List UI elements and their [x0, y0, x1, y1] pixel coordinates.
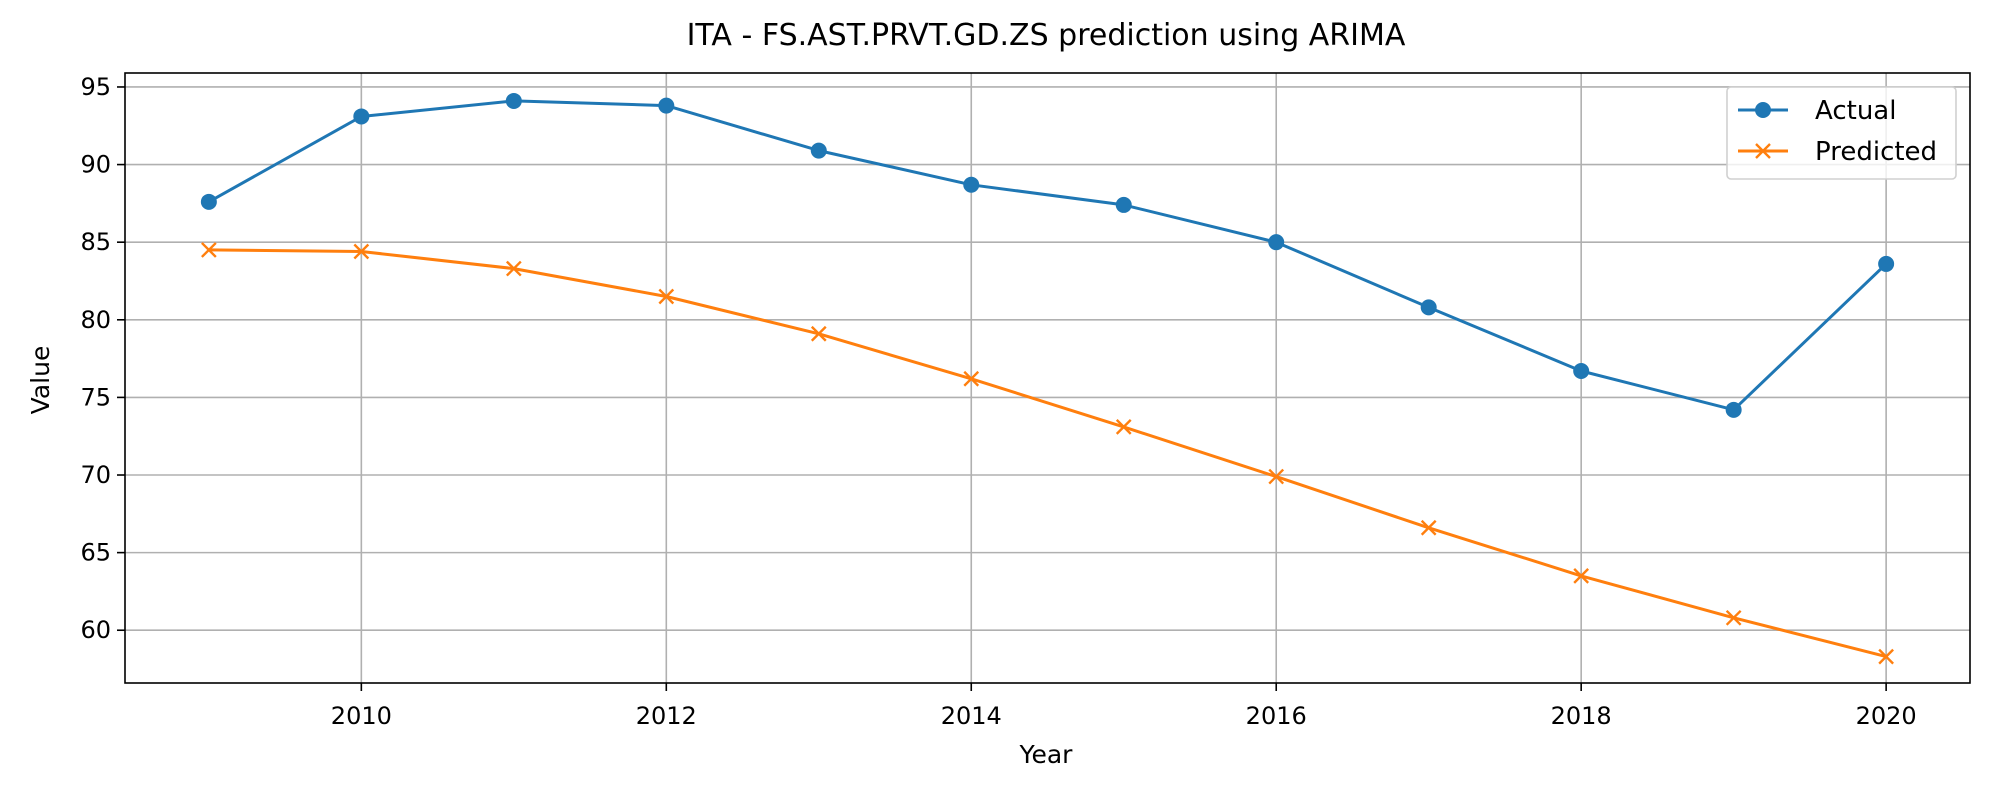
legend: Actual Predicted [1726, 86, 1957, 180]
y-axis-label: Value [26, 346, 55, 415]
data-point-predicted [1420, 519, 1437, 536]
series-layer [200, 92, 1895, 665]
legend-label-actual: Actual [1815, 96, 1896, 126]
data-point-predicted [963, 370, 980, 387]
axis-ticks: 2010 2012 2014 2016 2018 2020 60 65 70 75 80 85 90 95 [80, 73, 1916, 730]
grid-layer [125, 73, 1970, 683]
data-point-actual [1268, 234, 1285, 251]
data-point-predicted [658, 288, 675, 305]
data-point-predicted [1573, 568, 1590, 584]
legend-marker-actual [1755, 102, 1771, 118]
data-point-predicted [1115, 419, 1132, 435]
legend-marker-predicted [1755, 143, 1771, 159]
y-tick-label: 95 [80, 73, 111, 101]
x-axis-label: Year [1019, 740, 1074, 769]
y-tick-label: 60 [80, 616, 111, 644]
legend-label-predicted: Predicted [1815, 137, 1937, 167]
data-point-actual [1878, 255, 1895, 272]
y-tick-label: 70 [80, 461, 111, 489]
series-line-predicted [207, 248, 1888, 659]
x-tick-label: 2014 [941, 702, 1002, 730]
data-point-actual [1725, 401, 1742, 418]
data-point-predicted [1725, 609, 1742, 626]
data-point-actual [1115, 196, 1132, 213]
chart-title: ITA - FS.AST.PRVT.GD.ZS prediction using… [687, 18, 1406, 53]
x-tick-label: 2016 [1246, 702, 1307, 730]
data-point-actual [1573, 363, 1590, 380]
x-tick-label: 2018 [1551, 702, 1612, 730]
y-tick-label: 65 [80, 539, 111, 567]
data-point-predicted [810, 325, 827, 342]
data-point-actual [1420, 299, 1437, 316]
data-point-actual [200, 193, 217, 210]
x-tick-label: 2012 [636, 702, 697, 730]
data-point-predicted [353, 243, 370, 260]
x-tick-label: 2010 [331, 702, 392, 730]
data-point-predicted [201, 242, 217, 258]
data-point-predicted [1878, 648, 1894, 665]
plot-frame [124, 72, 1971, 684]
y-tick-label: 75 [80, 383, 111, 411]
data-point-actual [810, 142, 827, 159]
data-point-actual [505, 92, 522, 109]
y-tick-label: 85 [80, 228, 111, 256]
y-tick-label: 80 [80, 306, 111, 334]
series-line-actual [207, 99, 1888, 412]
data-point-actual [658, 97, 675, 114]
data-point-predicted [1268, 468, 1285, 485]
data-point-predicted [505, 260, 522, 277]
data-point-actual [963, 176, 980, 193]
y-tick-label: 90 [80, 151, 111, 179]
x-tick-label: 2020 [1856, 702, 1917, 730]
data-point-actual [353, 108, 370, 125]
